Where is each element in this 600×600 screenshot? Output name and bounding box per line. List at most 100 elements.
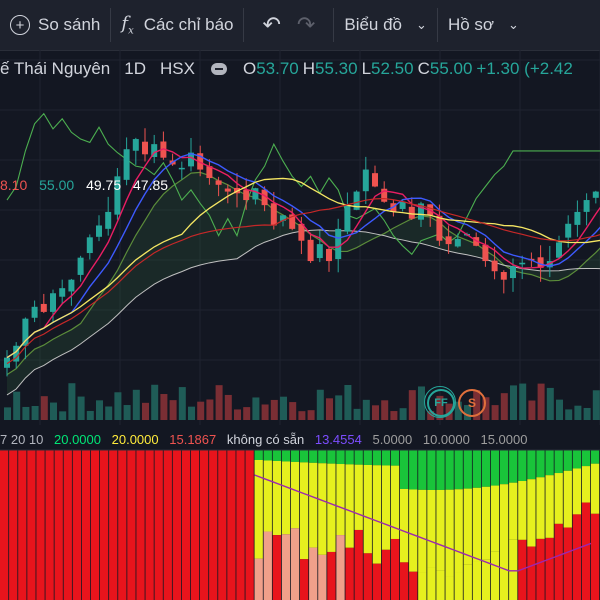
candle-body bbox=[316, 244, 323, 259]
indicator-bar bbox=[318, 463, 327, 555]
volume-bar bbox=[261, 404, 269, 420]
candle-body bbox=[307, 239, 314, 262]
indicator-bar bbox=[554, 450, 563, 474]
indicator-bar bbox=[300, 559, 309, 600]
ma-value-2: 55.00 bbox=[39, 177, 75, 193]
indicator-bar bbox=[354, 464, 363, 530]
close-label: C bbox=[417, 59, 430, 78]
indicator-bar bbox=[345, 464, 354, 548]
toolbar-divider bbox=[243, 8, 245, 42]
candle-body bbox=[592, 191, 599, 198]
symbol-exchange[interactable]: HSX bbox=[160, 59, 195, 78]
cloud-span-b bbox=[6, 229, 600, 396]
indicator-bar bbox=[200, 450, 209, 600]
indicator-bar bbox=[590, 513, 600, 600]
volume-bar bbox=[408, 390, 416, 420]
chevron-down-icon: ⌄ bbox=[508, 17, 519, 32]
indicator-bar bbox=[254, 558, 263, 600]
indicator-value-3: 15.1867 bbox=[169, 432, 217, 447]
indicators-label: Các chỉ báo bbox=[143, 15, 234, 34]
candle-body bbox=[399, 201, 406, 209]
candle-body bbox=[123, 149, 130, 180]
undo-icon[interactable]: ↶ bbox=[262, 12, 281, 37]
indicator-bar bbox=[500, 450, 509, 485]
symbol-name[interactable]: ế Thái Nguyên bbox=[0, 59, 111, 78]
candle-body bbox=[546, 261, 553, 268]
indicator-bar bbox=[27, 450, 36, 600]
volume-bar bbox=[556, 399, 563, 420]
symbol-legend: ế Thái Nguyên 1D HSX O 53.70 H 55.30 L 52.5… bbox=[0, 58, 573, 80]
chart-type-dropdown[interactable]: Biểu đồ ⌄ bbox=[334, 0, 437, 50]
volume-bar bbox=[510, 385, 517, 420]
indicator-bar bbox=[527, 450, 536, 480]
indicator-bar bbox=[472, 487, 482, 562]
candle-body bbox=[114, 176, 121, 215]
candle-body bbox=[445, 236, 452, 245]
indicator-bar bbox=[418, 572, 427, 600]
indicator-bar bbox=[136, 450, 145, 600]
volume-bar bbox=[418, 386, 425, 420]
volume-bar bbox=[454, 401, 462, 420]
volume-bar bbox=[335, 395, 343, 420]
indicator-bar bbox=[90, 450, 100, 600]
split-badge[interactable]: S bbox=[458, 389, 486, 417]
lagging-line bbox=[6, 112, 600, 256]
change-value: +1.30 (+2.42 bbox=[476, 59, 573, 78]
collapse-legend-icon[interactable] bbox=[210, 63, 227, 75]
indicator-bar bbox=[290, 528, 300, 600]
volume-bar bbox=[142, 402, 149, 420]
volume-bar bbox=[77, 396, 85, 420]
indicator-bar bbox=[445, 489, 454, 577]
indicator-bar bbox=[336, 535, 345, 600]
candle-body bbox=[178, 167, 185, 170]
volume-bar bbox=[270, 399, 278, 420]
indicator-bar bbox=[400, 488, 409, 563]
indicator-bar bbox=[336, 464, 345, 536]
indicator-bar bbox=[563, 450, 572, 471]
compare-label: So sánh bbox=[38, 15, 101, 34]
indicator-bar bbox=[272, 535, 282, 600]
toolbar-divider bbox=[436, 8, 438, 42]
candle-body bbox=[77, 257, 84, 275]
candle-body bbox=[298, 223, 305, 241]
candle-body bbox=[537, 257, 544, 268]
candle-body bbox=[132, 139, 139, 151]
indicator-bar bbox=[481, 559, 491, 600]
indicator-bar bbox=[127, 450, 136, 600]
indicator-value-1: 20.0000 bbox=[54, 432, 101, 447]
indicators-button[interactable]: fx Các chỉ báo bbox=[111, 0, 243, 50]
volume-bar bbox=[59, 411, 67, 420]
indicator-bar bbox=[527, 546, 536, 600]
volume-bar bbox=[353, 408, 361, 420]
candle-body bbox=[215, 180, 222, 185]
indicator-bar bbox=[372, 450, 382, 466]
indicator-bar bbox=[409, 489, 418, 572]
ma-fast-line bbox=[6, 148, 600, 359]
redo-icon[interactable]: ↷ bbox=[296, 12, 316, 37]
volume-bar bbox=[234, 409, 241, 420]
compare-button[interactable]: + So sánh bbox=[0, 0, 110, 50]
indicator-bar bbox=[590, 450, 600, 464]
indicator-bar bbox=[345, 547, 354, 600]
candle-body bbox=[565, 223, 572, 238]
indicator-bar bbox=[290, 450, 300, 462]
indicator-bar bbox=[445, 576, 454, 600]
volume-bar bbox=[574, 405, 582, 420]
indicator-bar bbox=[354, 450, 363, 465]
cloud-area bbox=[7, 172, 600, 395]
indicator-bar bbox=[554, 523, 563, 600]
ff-badge[interactable]: FF bbox=[424, 386, 456, 418]
indicator-bar bbox=[490, 450, 500, 486]
indicator-legend: 7 20 10 20.0000 20.0000 15.1867 không có… bbox=[0, 432, 534, 447]
volume-bar bbox=[243, 407, 251, 420]
candle-body bbox=[50, 293, 56, 312]
profile-dropdown[interactable]: Hồ sơ ⌄ bbox=[438, 0, 529, 50]
ma-value-1: 8.10 bbox=[0, 177, 28, 193]
symbol-interval[interactable]: 1D bbox=[124, 59, 146, 78]
undo-redo-group: ↶ ↷ bbox=[244, 0, 333, 50]
candle-body bbox=[261, 189, 268, 206]
indicator-bar bbox=[545, 450, 554, 476]
indicator-bar bbox=[418, 489, 427, 573]
candle-body bbox=[224, 188, 231, 192]
